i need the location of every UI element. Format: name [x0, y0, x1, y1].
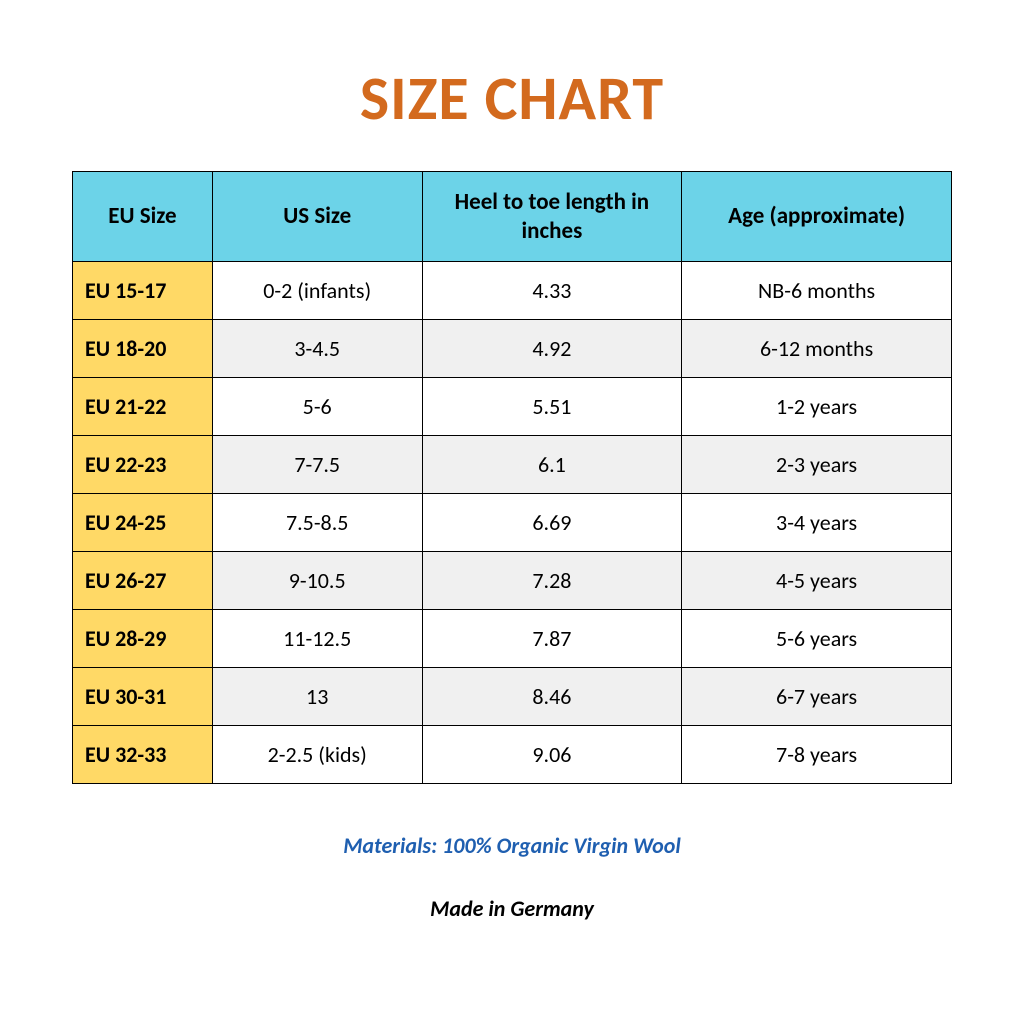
cell-eu: EU 28-29: [73, 610, 213, 668]
col-header-len: Heel to toe length in inches: [422, 172, 682, 262]
cell-age: 6-7 years: [682, 668, 952, 726]
table-row: EU 32-332-2.5 (kids)9.067-8 years: [73, 726, 952, 784]
size-chart-table: EU Size US Size Heel to toe length in in…: [72, 171, 952, 784]
cell-age: 6-12 months: [682, 320, 952, 378]
table-row: EU 28-2911-12.57.875-6 years: [73, 610, 952, 668]
cell-age: 4-5 years: [682, 552, 952, 610]
cell-eu: EU 18-20: [73, 320, 213, 378]
origin-text: Made in Germany: [430, 895, 594, 922]
cell-eu: EU 24-25: [73, 494, 213, 552]
cell-age: 1-2 years: [682, 378, 952, 436]
cell-eu: EU 32-33: [73, 726, 213, 784]
materials-text: Materials: 100% Organic Virgin Wool: [343, 832, 681, 859]
table-row: EU 24-257.5-8.56.693-4 years: [73, 494, 952, 552]
cell-len: 7.87: [422, 610, 682, 668]
cell-age: 7-8 years: [682, 726, 952, 784]
cell-us: 11-12.5: [212, 610, 422, 668]
cell-age: 3-4 years: [682, 494, 952, 552]
cell-age: NB-6 months: [682, 262, 952, 320]
cell-eu: EU 21-22: [73, 378, 213, 436]
cell-len: 6.69: [422, 494, 682, 552]
cell-len: 4.33: [422, 262, 682, 320]
table-header-row: EU Size US Size Heel to toe length in in…: [73, 172, 952, 262]
cell-us: 2-2.5 (kids): [212, 726, 422, 784]
table-row: EU 30-31138.466-7 years: [73, 668, 952, 726]
cell-eu: EU 30-31: [73, 668, 213, 726]
cell-age: 2-3 years: [682, 436, 952, 494]
table-row: EU 18-203-4.54.926-12 months: [73, 320, 952, 378]
table-row: EU 21-225-65.511-2 years: [73, 378, 952, 436]
cell-age: 5-6 years: [682, 610, 952, 668]
col-header-us: US Size: [212, 172, 422, 262]
col-header-age: Age (approximate): [682, 172, 952, 262]
cell-us: 3-4.5: [212, 320, 422, 378]
cell-us: 7.5-8.5: [212, 494, 422, 552]
page-title: SIZE CHART: [360, 60, 664, 136]
cell-us: 13: [212, 668, 422, 726]
cell-us: 0-2 (infants): [212, 262, 422, 320]
cell-len: 4.92: [422, 320, 682, 378]
cell-len: 9.06: [422, 726, 682, 784]
cell-us: 9-10.5: [212, 552, 422, 610]
table-row: EU 15-170-2 (infants)4.33NB-6 months: [73, 262, 952, 320]
cell-len: 6.1: [422, 436, 682, 494]
table-row: EU 26-279-10.57.284-5 years: [73, 552, 952, 610]
cell-len: 5.51: [422, 378, 682, 436]
cell-eu: EU 22-23: [73, 436, 213, 494]
cell-len: 7.28: [422, 552, 682, 610]
col-header-eu: EU Size: [73, 172, 213, 262]
table-row: EU 22-237-7.56.12-3 years: [73, 436, 952, 494]
cell-us: 5-6: [212, 378, 422, 436]
cell-len: 8.46: [422, 668, 682, 726]
cell-us: 7-7.5: [212, 436, 422, 494]
cell-eu: EU 26-27: [73, 552, 213, 610]
cell-eu: EU 15-17: [73, 262, 213, 320]
table-body: EU 15-170-2 (infants)4.33NB-6 monthsEU 1…: [73, 262, 952, 784]
